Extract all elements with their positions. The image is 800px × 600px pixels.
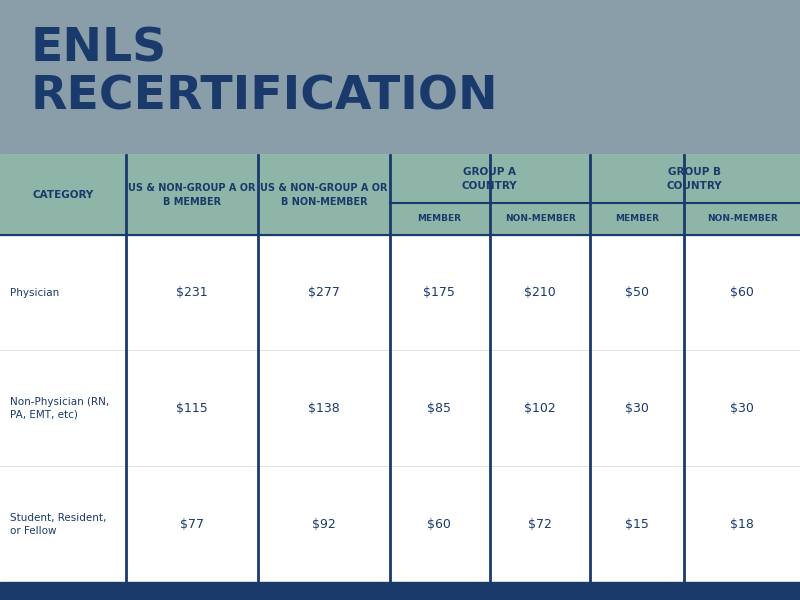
Text: $210: $210 <box>524 286 556 299</box>
Text: GROUP A
COUNTRY: GROUP A COUNTRY <box>462 167 518 191</box>
Text: CATEGORY: CATEGORY <box>33 190 94 200</box>
Text: Non-Physician (RN,
PA, EMT, etc): Non-Physician (RN, PA, EMT, etc) <box>10 397 110 420</box>
Text: $72: $72 <box>528 518 552 530</box>
Text: $175: $175 <box>423 286 455 299</box>
Text: $18: $18 <box>730 518 754 530</box>
Text: $60: $60 <box>427 518 451 530</box>
Text: $30: $30 <box>625 402 649 415</box>
Text: $50: $50 <box>625 286 649 299</box>
Bar <box>0 155 800 235</box>
Bar <box>0 582 800 600</box>
Text: US & NON-GROUP A OR
B MEMBER: US & NON-GROUP A OR B MEMBER <box>128 182 256 206</box>
Text: $231: $231 <box>176 286 208 299</box>
Text: Student, Resident,
or Fellow: Student, Resident, or Fellow <box>10 512 106 536</box>
Bar <box>0 155 800 582</box>
Text: $115: $115 <box>176 402 208 415</box>
Text: $60: $60 <box>730 286 754 299</box>
Text: MEMBER: MEMBER <box>615 214 659 223</box>
Bar <box>0 0 800 155</box>
Text: GROUP B
COUNTRY: GROUP B COUNTRY <box>667 167 722 191</box>
Text: $77: $77 <box>180 518 204 530</box>
Text: $277: $277 <box>308 286 340 299</box>
Text: US & NON-GROUP A OR
B NON-MEMBER: US & NON-GROUP A OR B NON-MEMBER <box>260 182 388 206</box>
Text: NON-MEMBER: NON-MEMBER <box>707 214 778 223</box>
Text: $138: $138 <box>308 402 340 415</box>
Text: RECERTIFICATION: RECERTIFICATION <box>30 75 498 120</box>
Text: NON-MEMBER: NON-MEMBER <box>505 214 575 223</box>
Text: $102: $102 <box>524 402 556 415</box>
Text: MEMBER: MEMBER <box>418 214 462 223</box>
Text: $85: $85 <box>427 402 451 415</box>
Text: ENLS: ENLS <box>30 27 166 72</box>
Text: Physician: Physician <box>10 287 60 298</box>
Text: $15: $15 <box>625 518 649 530</box>
Text: $30: $30 <box>730 402 754 415</box>
Text: $92: $92 <box>312 518 336 530</box>
